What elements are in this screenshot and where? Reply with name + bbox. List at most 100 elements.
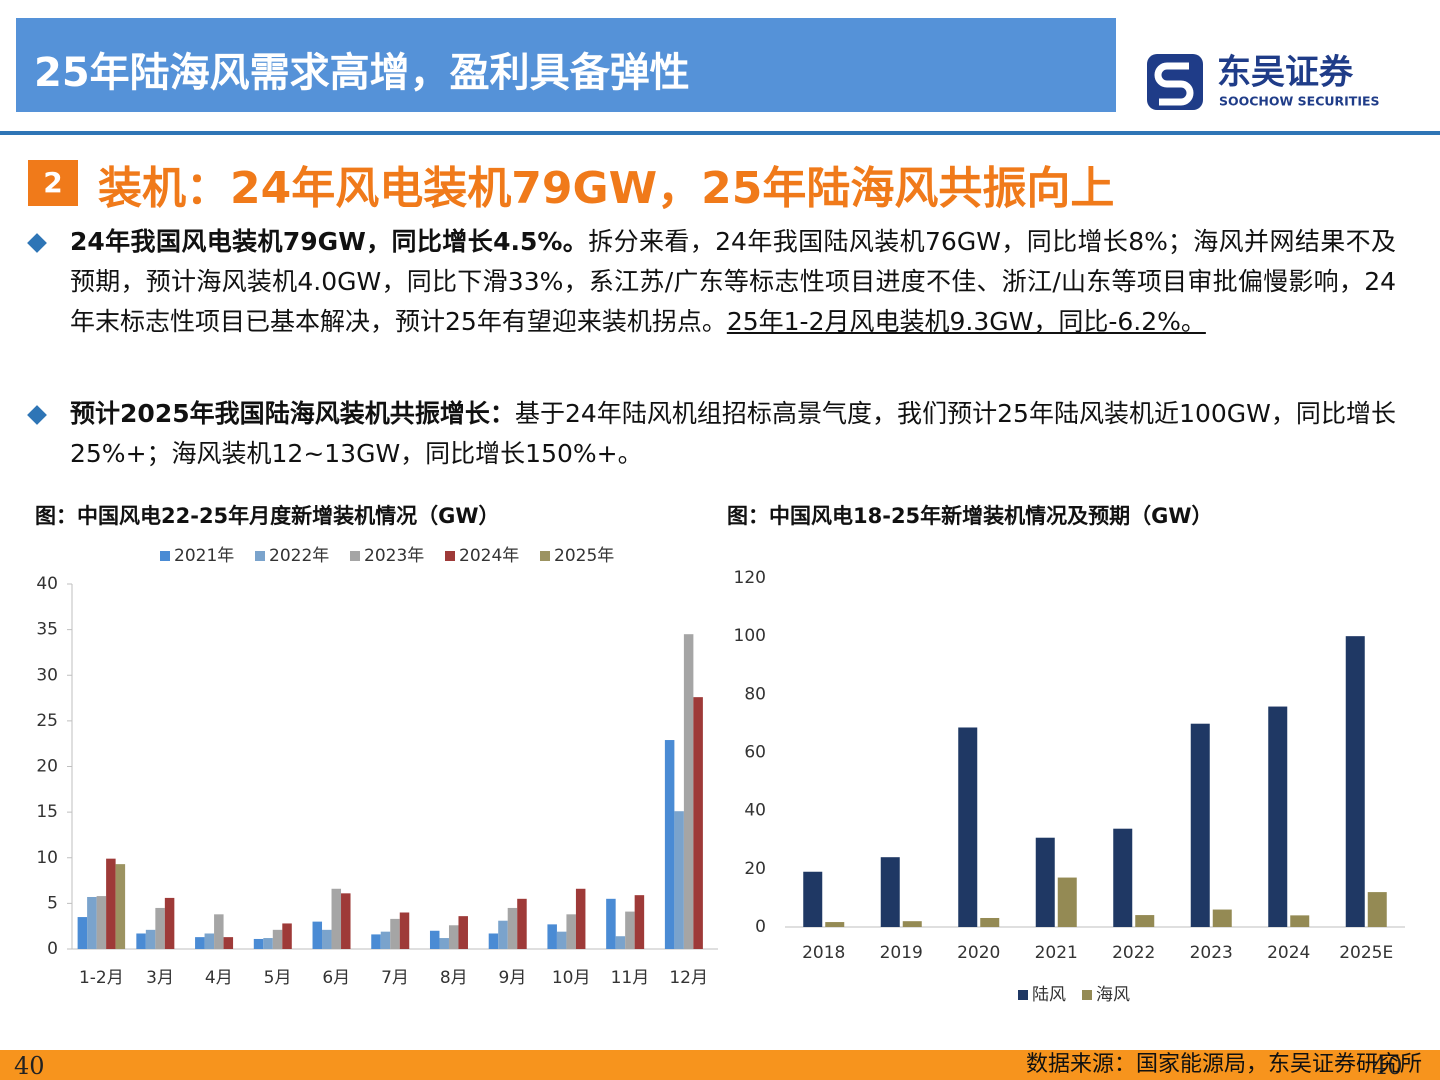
- legend-label: 2021年: [174, 546, 234, 566]
- legend-swatch: [350, 551, 360, 561]
- bar: [606, 898, 616, 949]
- bar: [458, 916, 468, 949]
- legend-swatch: [445, 551, 455, 561]
- bar: [517, 898, 527, 949]
- bar: [902, 921, 922, 927]
- bar: [439, 938, 449, 949]
- x-tick-label: 6月: [322, 968, 350, 988]
- bar: [448, 925, 459, 949]
- legend-swatch: [160, 551, 170, 561]
- bar: [683, 634, 694, 949]
- bar: [1212, 909, 1232, 927]
- bar: [77, 917, 88, 949]
- bar: [1367, 892, 1387, 927]
- legend-swatch: [1082, 990, 1092, 1000]
- bar: [204, 933, 215, 949]
- bar: [507, 907, 518, 949]
- bar: [155, 907, 165, 949]
- bullet-icon: [27, 233, 47, 253]
- legend-label: 2024年: [459, 546, 519, 566]
- header-rule: [0, 131, 1440, 135]
- x-tick-label: 2024: [1267, 943, 1310, 963]
- bar: [253, 938, 264, 949]
- header-bar: 25年陆海风需求高增，盈利具备弹性: [16, 18, 1116, 112]
- x-tick-label: 1-2月: [79, 968, 124, 988]
- bar: [880, 857, 900, 927]
- bar: [371, 934, 381, 949]
- bar: [263, 938, 273, 949]
- bar: [1057, 877, 1077, 927]
- legend-label: 2025年: [554, 546, 614, 566]
- bar: [1135, 915, 1155, 927]
- x-tick-label: 9月: [499, 968, 527, 988]
- legend-label: 陆风: [1032, 985, 1066, 1005]
- bar: [195, 937, 205, 949]
- bar: [1113, 828, 1133, 927]
- bar: [498, 920, 508, 949]
- bar: [87, 896, 97, 949]
- y-tick-label: 5: [47, 893, 58, 913]
- bar: [1035, 837, 1055, 927]
- y-tick-label: 30: [36, 665, 58, 685]
- y-tick-label: 35: [36, 620, 58, 640]
- logo: 东吴证券 SOOCHOW SECURITIES: [1147, 53, 1380, 110]
- bar: [615, 936, 626, 949]
- bullet-bold: 24年我国风电装机79GW，同比增长4.5%。: [70, 227, 589, 256]
- legend-swatch: [1018, 990, 1028, 1000]
- x-tick-label: 2020: [957, 943, 1000, 963]
- y-tick-label: 100: [734, 626, 766, 646]
- bar: [566, 914, 576, 949]
- bullet-text: 基于24年陆风机组招标高景气度，我们预计25年陆风装机近100GW，同比增长25…: [70, 399, 1396, 468]
- section-number: 2: [28, 160, 78, 206]
- bar: [980, 917, 1000, 927]
- legend-label: 2023年: [364, 546, 424, 566]
- bar: [380, 931, 391, 949]
- x-tick-label: 11月: [611, 968, 650, 988]
- legend-label: 2022年: [269, 546, 329, 566]
- y-tick-label: 10: [36, 848, 58, 868]
- x-tick-label: 2018: [802, 943, 845, 963]
- legend-swatch: [255, 551, 265, 561]
- header-title: 25年陆海风需求高增，盈利具备弹性: [34, 50, 690, 96]
- bar: [390, 918, 400, 949]
- bullet: 预计2025年我国陆海风装机共振增长：基于24年陆风机组招标高景气度，我们预计2…: [70, 394, 1396, 474]
- bar: [803, 871, 823, 927]
- x-tick-label: 2023: [1190, 943, 1233, 963]
- bar: [164, 897, 175, 949]
- bar: [331, 888, 342, 949]
- bar: [674, 811, 684, 949]
- page-number: 40: [14, 1052, 45, 1080]
- bar: [429, 930, 440, 949]
- bar: [693, 697, 703, 949]
- bar: [625, 911, 635, 949]
- x-tick-label: 12月: [669, 968, 708, 988]
- section-title: 装机：24年风电装机79GW，25年陆海风共振向上: [98, 163, 1115, 214]
- bullet-underline: 25年1-2月风电装机9.3GW，同比-6.2%。: [726, 307, 1206, 336]
- y-tick-label: 60: [744, 743, 766, 763]
- bar: [575, 888, 586, 949]
- bar: [341, 893, 351, 949]
- chart: 0 20 40 60 80 100 120 2018 2019 2020 2021 2022 2023 2…: [734, 568, 1405, 1005]
- bar: [1190, 723, 1210, 927]
- bullet-icon: [27, 405, 47, 425]
- logo-en: SOOCHOW SECURITIES: [1219, 94, 1380, 109]
- logo-cn: 东吴证券: [1217, 53, 1354, 93]
- x-tick-label: 8月: [440, 968, 468, 988]
- bar: [556, 931, 567, 949]
- y-tick-label: 0: [47, 939, 58, 959]
- chart-title: 图：中国风电18-25年新增装机情况及预期（GW）: [727, 504, 1213, 528]
- y-tick-label: 20: [744, 859, 766, 879]
- logo-s: [1154, 62, 1194, 106]
- chart-title: 图：中国风电22-25年月度新增装机情况（GW）: [35, 504, 500, 528]
- y-tick-label: 25: [36, 711, 58, 731]
- bullet: 24年我国风电装机79GW，同比增长4.5%。拆分来看，24年我国陆风装机76G…: [70, 222, 1396, 342]
- bar: [1345, 636, 1365, 927]
- x-tick-label: 3月: [146, 968, 174, 988]
- bar: [272, 929, 283, 949]
- x-tick-label: 10月: [552, 968, 591, 988]
- bar: [282, 923, 292, 949]
- bar: [1290, 915, 1310, 927]
- chart: 0 5 10 15 20 25 30 35 40 1-2月 3月 4月 5月 6月 7月 8月 9月 10月 11月…: [36, 546, 718, 988]
- bullet-bold: 预计2025年我国陆海风装机共振增长：: [70, 399, 515, 428]
- bar: [634, 895, 645, 949]
